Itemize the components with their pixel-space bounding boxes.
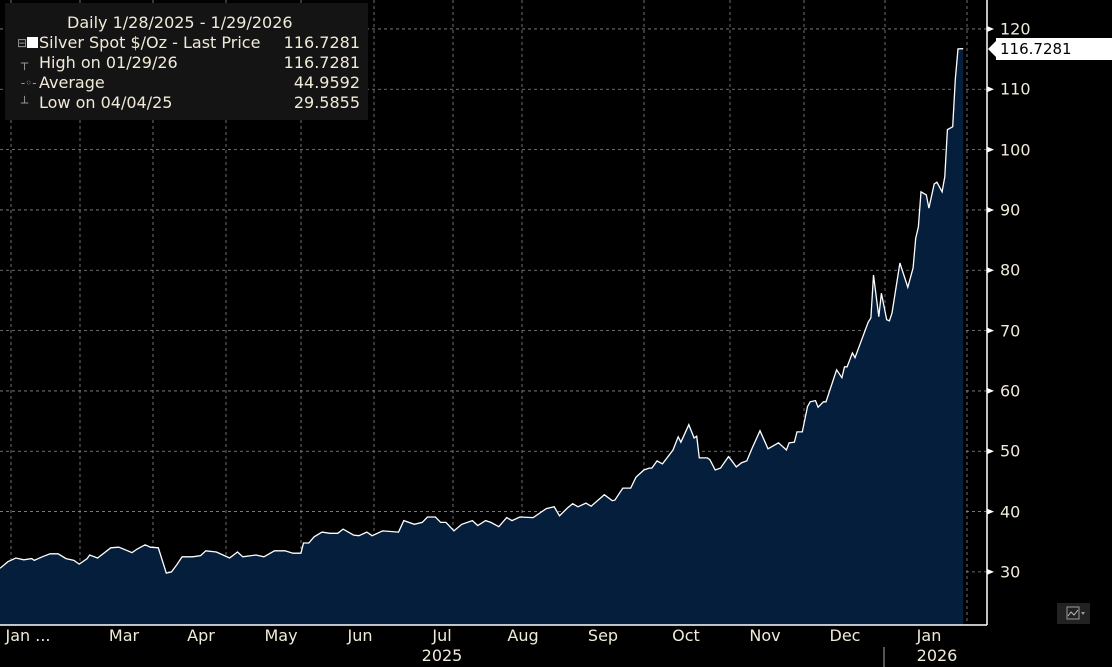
x-tick-label: Jan ... [5,626,51,645]
x-tick-label: Jun [347,626,373,645]
chart-type-button[interactable] [1057,603,1090,624]
x-tick-label: Jan [916,626,942,645]
x-tick-label: Dec [829,626,861,645]
year-label-2025: 2025 [421,646,463,665]
legend-label: Average [39,73,105,92]
y-tick-mark [987,387,994,394]
y-tick-label: 120 [1000,19,1031,39]
y-tick-mark [987,146,994,153]
x-tick-label: May [264,626,298,645]
x-tick-label: Aug [507,626,539,645]
x-tick-label: Apr [187,626,215,645]
legend-label: High on 01/29/26 [39,53,178,72]
collapse-icon[interactable]: ⊟ [17,36,28,50]
y-tick-label: 90 [1000,200,1021,220]
y-tick-mark [987,448,994,455]
x-tick-label: Mar [108,626,140,645]
chart-legend: Daily 1/28/2025 - 1/29/2026 ⊟ Silver Spo… [5,3,368,120]
legend-label: Silver Spot $/Oz - Last Price [39,33,261,52]
legend-row-last-price: ⊟ Silver Spot $/Oz - Last Price 116.7281 [17,33,360,53]
legend-row-high: ┬ High on 01/29/26 116.7281 [17,53,360,73]
x-tick-label: Jul [432,626,452,645]
x-tick-label: Nov [749,626,781,645]
price-area-fill [0,48,964,625]
y-tick-mark [987,86,994,93]
legend-label: Low on 04/04/25 [39,93,173,112]
x-tick-label: Oct [672,626,700,645]
y-tick-mark [987,568,994,575]
y-tick-label: 40 [1000,502,1021,522]
y-tick-label: 50 [1000,441,1021,461]
y-tick-label: 70 [1000,321,1021,341]
y-tick-mark [987,327,994,334]
y-tick-mark [987,25,994,32]
y-tick-mark [987,206,994,213]
low-marker-icon: ┴ [17,96,29,110]
legend-row-average: -◦- Average 44.9592 [17,73,360,93]
legend-value: 29.5855 [293,93,360,112]
legend-value: 44.9592 [293,73,360,92]
year-label-2026: 2026 [916,646,958,665]
y-tick-mark [987,267,994,274]
y-tick-label: 80 [1000,260,1021,280]
legend-value: 116.7281 [283,33,360,52]
legend-row-low: ┴ Low on 04/04/25 29.5855 [17,93,360,113]
y-tick-mark [987,508,994,515]
legend-value: 116.7281 [283,53,360,72]
y-tick-label: 110 [1000,79,1031,99]
line-chart-icon [1066,606,1085,620]
y-tick-label: 30 [1000,562,1021,582]
last-price-tag: 116.7281 XAG [988,38,1112,80]
y-tick-label: 60 [1000,381,1021,401]
high-marker-icon: ┬ [17,56,29,70]
x-tick-label: Sep [587,626,619,645]
series-swatch-icon [27,37,38,48]
y-axis-ticks [987,25,994,575]
legend-title: Daily 1/28/2025 - 1/29/2026 [67,13,293,32]
y-tick-label: 100 [1000,140,1031,160]
price-line [0,48,964,574]
average-marker-icon: -◦- [17,76,37,90]
grid-lines [0,0,987,625]
